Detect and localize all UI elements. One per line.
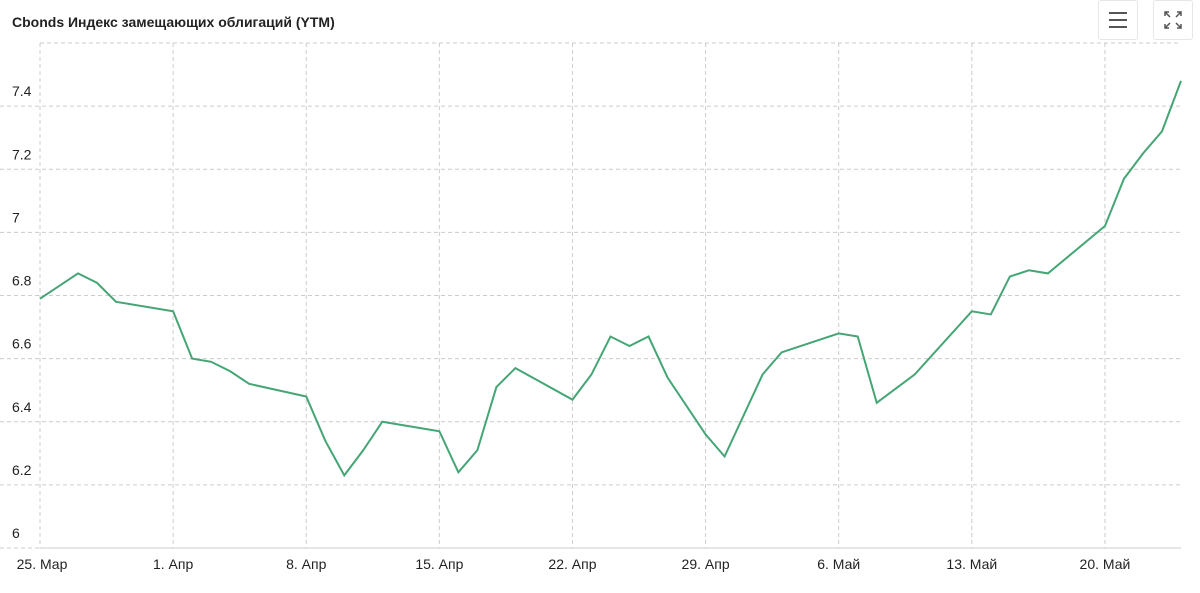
y-tick-label: 6.2 [12, 462, 32, 478]
x-tick-label: 29. Апр [682, 556, 730, 572]
x-tick-label: 6. Май [817, 556, 860, 572]
data-line [39, 80, 1182, 478]
menu-icon [1109, 12, 1127, 28]
x-tick-label: 22. Апр [548, 556, 596, 572]
x-tick-label: 1. Апр [153, 556, 193, 572]
fullscreen-icon [1164, 11, 1182, 29]
y-tick-label: 7.4 [12, 83, 32, 99]
y-tick-label: 6.4 [12, 399, 32, 415]
y-tick-label: 6.8 [12, 273, 32, 289]
fullscreen-button[interactable] [1153, 0, 1193, 40]
chart-title: Cbonds Индекс замещающих облигаций (YTM) [12, 14, 335, 30]
x-tick-label: 20. Май [1080, 556, 1131, 572]
menu-button[interactable] [1098, 0, 1138, 40]
x-tick-label: 25. Мар [17, 556, 68, 572]
x-tick-label: 8. Апр [286, 556, 326, 572]
y-tick-label: 6 [12, 525, 20, 541]
y-tick-label: 7.2 [12, 146, 32, 162]
y-tick-label: 6.6 [12, 336, 32, 352]
y-tick-label: 7 [12, 209, 20, 225]
x-tick-label: 15. Апр [415, 556, 463, 572]
x-tick-label: 13. Май [946, 556, 997, 572]
